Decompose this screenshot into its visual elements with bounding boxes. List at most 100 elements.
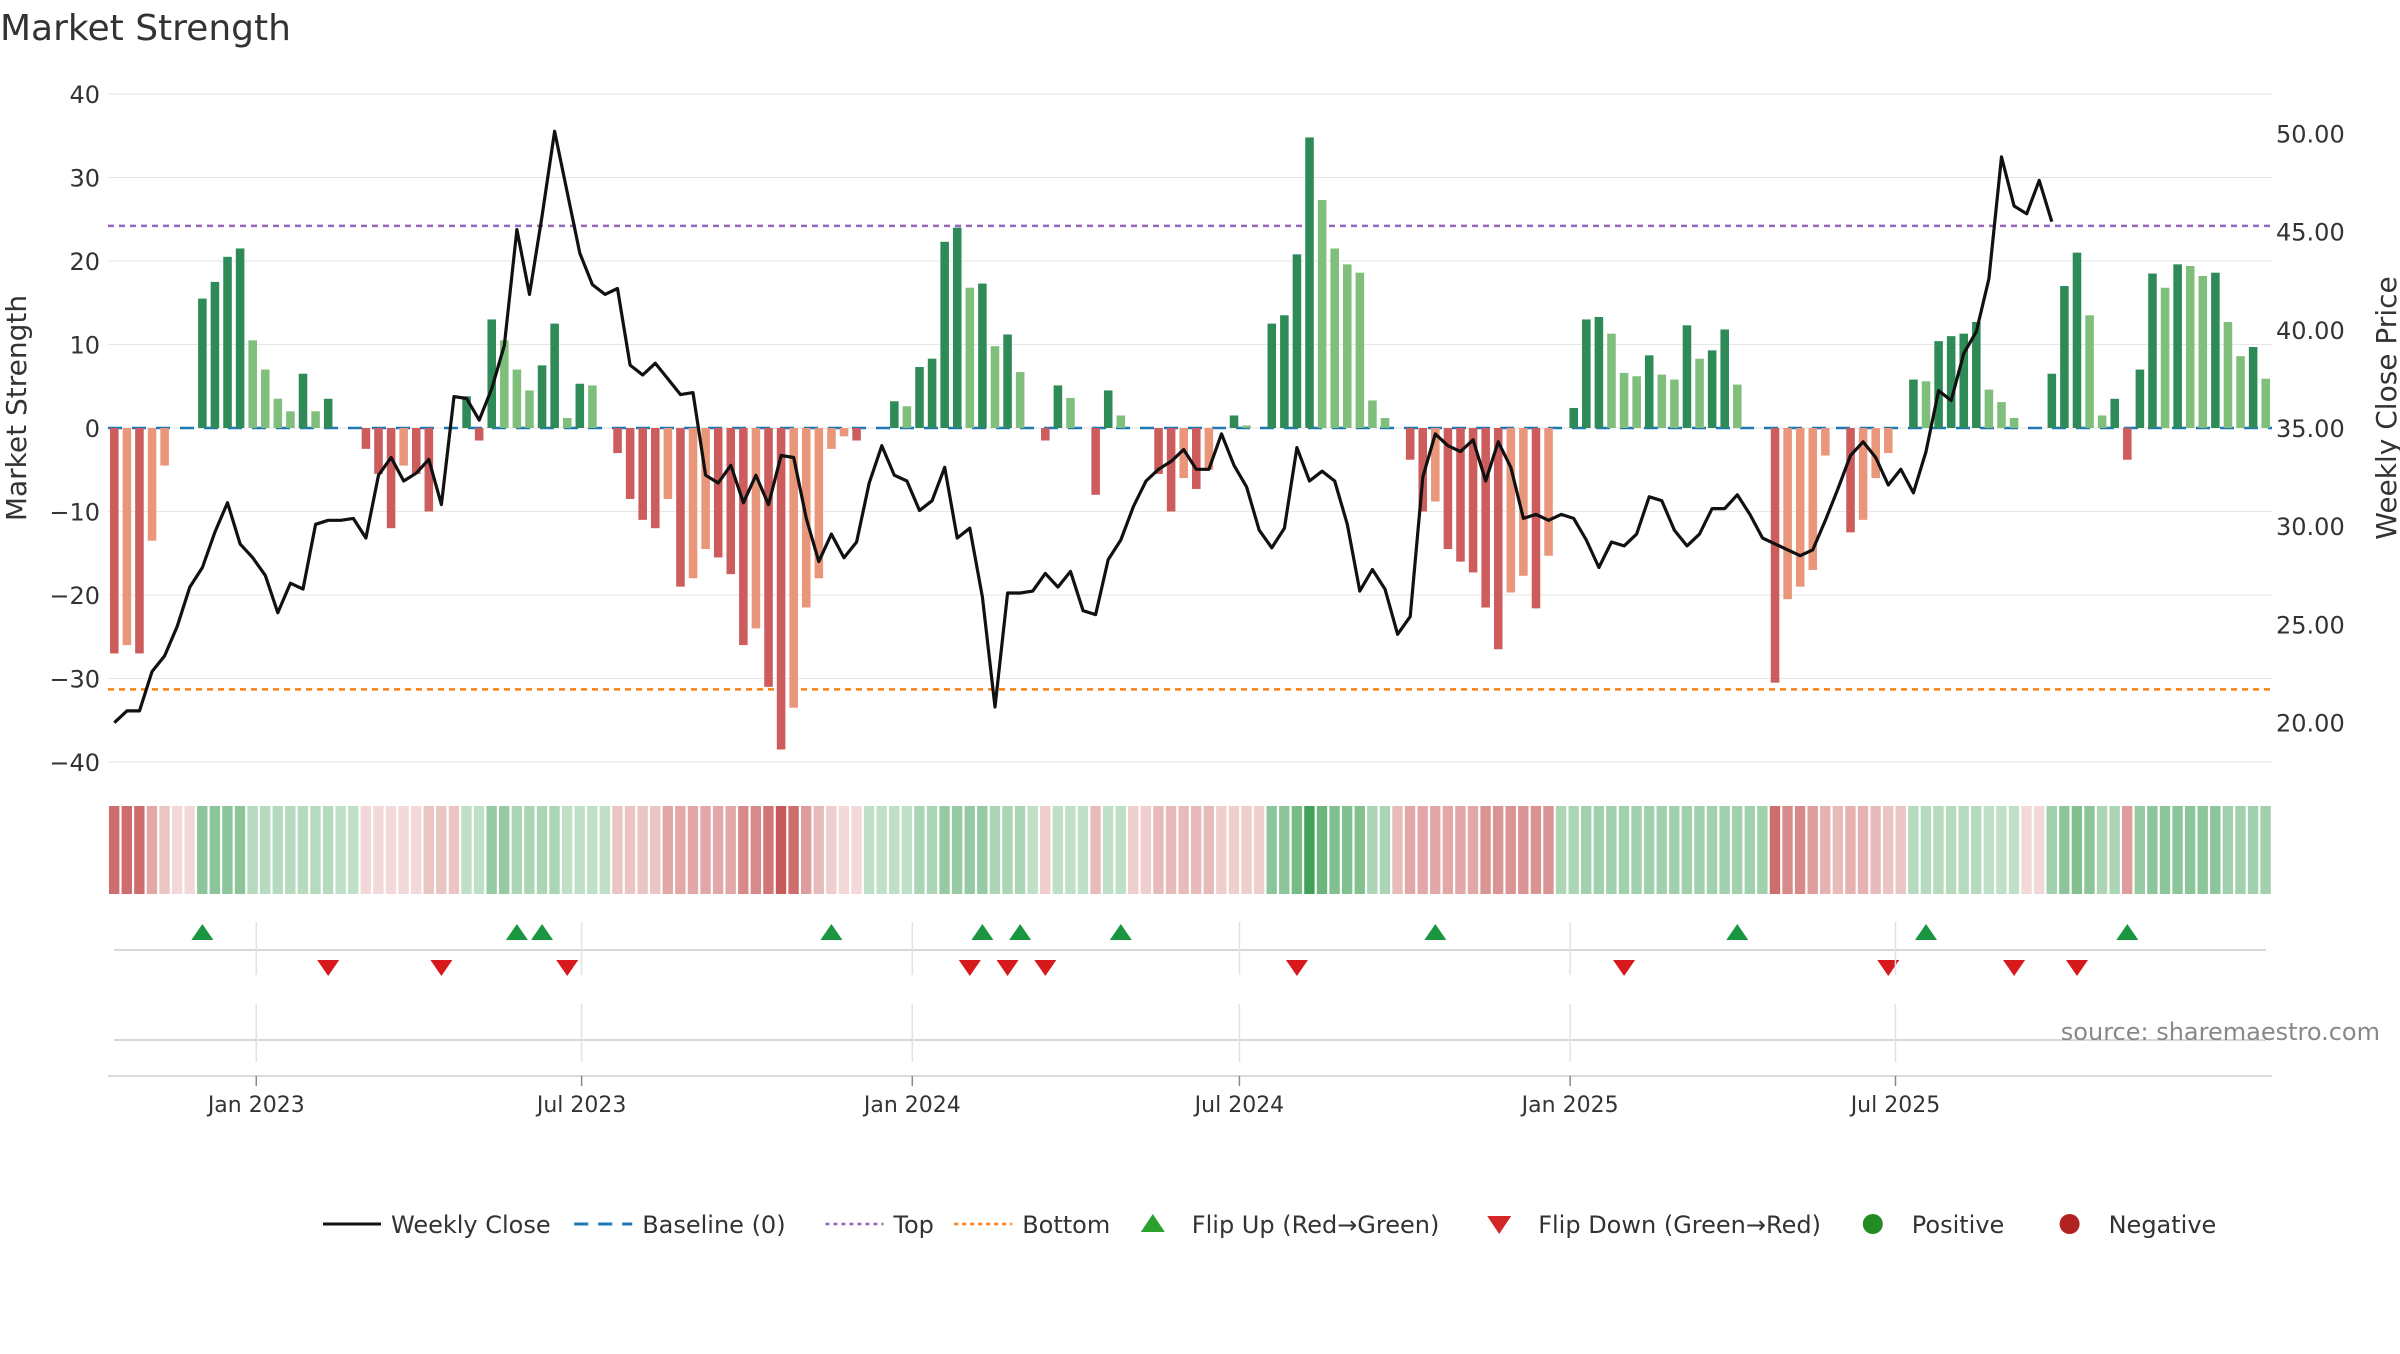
strength-bar (613, 428, 622, 454)
heat-cell (1706, 806, 1718, 894)
strength-bar (1305, 137, 1314, 429)
heat-cell (134, 806, 145, 894)
strength-bar (1984, 389, 1994, 428)
heat-cell (1518, 806, 1529, 894)
heat-cell (863, 806, 875, 894)
heat-cell (1027, 806, 1038, 894)
strength-bar (739, 428, 748, 646)
heat-cell (2210, 806, 2221, 894)
heat-cell (385, 806, 397, 894)
strength-bar (1909, 379, 1918, 428)
heat-cell (775, 806, 787, 894)
heat-cell (2197, 806, 2208, 894)
heat-cell (2134, 806, 2145, 894)
heat-cell (348, 806, 359, 894)
strength-bar (2060, 286, 2069, 428)
strength-bar (198, 298, 207, 428)
strength-bar (1003, 334, 1012, 428)
legend-item: Flip Down (Green→Red) (1487, 1211, 1821, 1239)
heat-cell (700, 806, 711, 894)
legend-item: Positive (1862, 1211, 2004, 1239)
strength-bar (2223, 321, 2233, 428)
x-tick-label: Jan 2025 (1520, 1093, 1619, 1118)
strength-bar (902, 406, 912, 428)
flip-up-marker (1009, 924, 1032, 940)
strength-bar (210, 281, 220, 428)
strength-bar (286, 411, 295, 428)
strength-bar (751, 428, 761, 629)
strength-bar (1368, 400, 1377, 428)
y-tick-right: 40.00 (2276, 317, 2345, 345)
heat-cell (1782, 806, 1793, 894)
strength-bar (474, 428, 484, 441)
heat-cell (1769, 806, 1781, 894)
heat-cell (159, 806, 170, 894)
heat-cell (977, 806, 988, 894)
heat-cell (2184, 806, 2196, 894)
heat-cell (1404, 806, 1416, 894)
heat-cell (1455, 806, 1466, 894)
strength-bar (1972, 321, 1981, 428)
heat-cell (1757, 806, 1768, 894)
strength-bar (2261, 378, 2270, 428)
strength-bar (776, 428, 786, 750)
heat-cell (1354, 806, 1365, 894)
source-note: source: sharemaestro.com (2061, 1018, 2380, 1046)
strength-bar (2085, 315, 2094, 428)
flip-up-marker (1915, 924, 1938, 940)
strength-bar (1242, 425, 1251, 428)
heat-cell (650, 806, 661, 894)
strength-bar (1468, 428, 1478, 573)
strength-bar (965, 287, 975, 428)
strength-bar (1883, 428, 1893, 454)
heat-cell (310, 806, 321, 894)
strength-bar (2148, 273, 2157, 428)
flip-up-marker (2116, 924, 2139, 940)
heat-cell (410, 806, 422, 894)
heat-cell (121, 806, 132, 894)
strength-bar (1066, 397, 1075, 428)
heat-cell (889, 806, 900, 894)
strength-bar (2198, 276, 2208, 428)
heat-cell (222, 806, 233, 894)
weekly-close-line (113, 129, 2054, 724)
strength-bar (915, 367, 924, 428)
heat-cell (662, 806, 673, 894)
heat-cell (624, 806, 636, 894)
heat-cell (1807, 806, 1818, 894)
y-tick-left: 20 (69, 248, 100, 276)
heat-cell (511, 806, 522, 894)
y-tick-right: 35.00 (2276, 415, 2345, 443)
heat-cell (524, 806, 535, 894)
heat-cell (1669, 806, 1680, 894)
strength-bar (2160, 287, 2170, 428)
flip-down-marker (2003, 960, 2026, 976)
heat-cell (1153, 806, 1164, 894)
heat-cell (599, 806, 611, 894)
heat-cell (2159, 806, 2171, 894)
y-tick-right: 25.00 (2276, 611, 2345, 639)
y-tick-right: 50.00 (2276, 120, 2345, 148)
heat-cell (1040, 806, 1051, 894)
heat-cell (587, 806, 598, 894)
heat-cell (146, 806, 158, 894)
strength-bar (110, 428, 119, 654)
y-tick-left: −40 (49, 749, 100, 777)
heat-cell (1908, 806, 1919, 894)
strength-bar (1330, 248, 1339, 428)
heat-cell (1505, 806, 1516, 894)
heat-cell (2172, 806, 2183, 894)
heat-cell (1794, 806, 1806, 894)
heat-cell (1857, 806, 1869, 894)
heat-cell (1845, 806, 1856, 894)
strength-bar (1116, 415, 1126, 428)
strength-bar (1959, 333, 1969, 428)
heat-cell (1568, 806, 1579, 894)
strength-bar (1670, 379, 1679, 428)
heat-cell (1933, 806, 1944, 894)
heat-cell (1102, 806, 1114, 894)
y-tick-left: −20 (49, 582, 100, 610)
strength-bar (223, 256, 232, 428)
